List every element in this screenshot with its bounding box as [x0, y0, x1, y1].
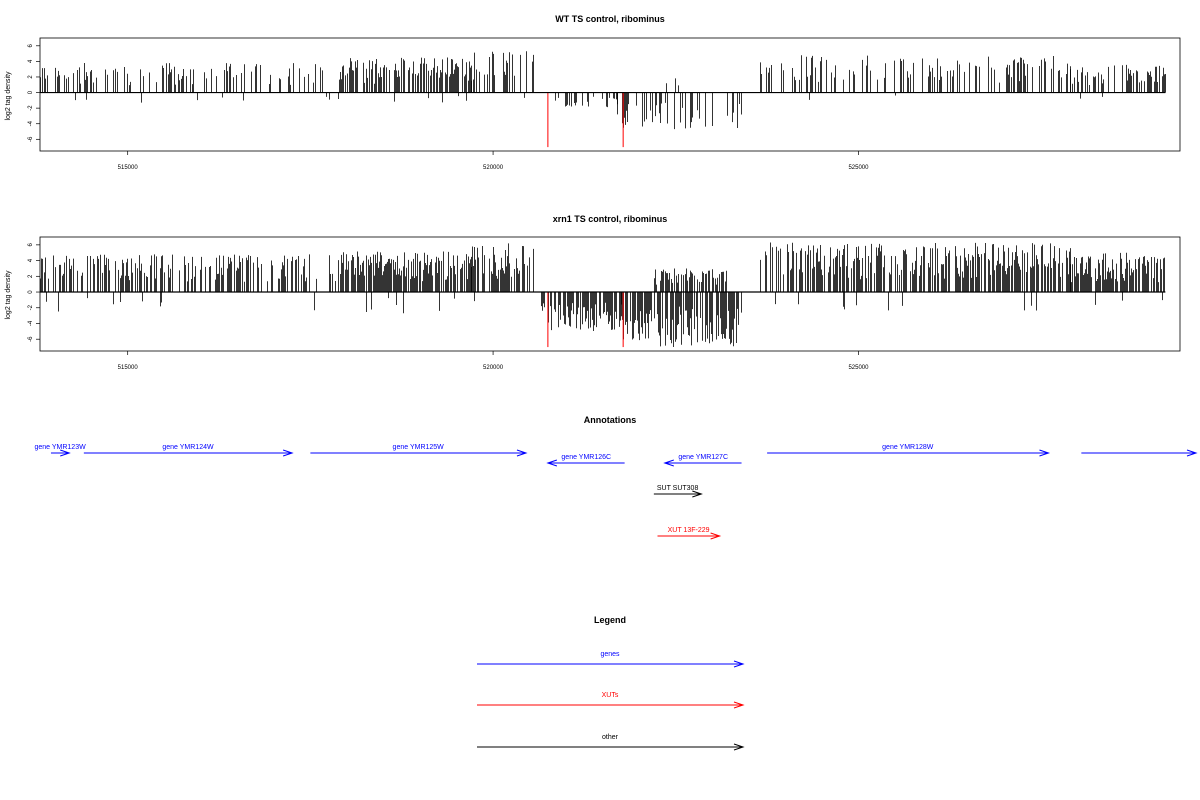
gene-feature-arrow	[663, 459, 742, 467]
gene-feature-arrow	[310, 449, 528, 457]
gene-feature-arrow	[1081, 449, 1198, 457]
legend-label: other	[602, 734, 619, 741]
wt-y-tick-label: -4	[28, 120, 34, 126]
xrn1-y-tick-label: 4	[28, 258, 34, 262]
gene-feature-arrow	[546, 459, 625, 467]
wt-y-tick-label: -6	[28, 136, 34, 142]
xrn1-y-tick-label: -2	[28, 304, 34, 310]
xrn1-x-tick-label: 515000	[118, 365, 139, 371]
gene-feature-arrow	[50, 449, 71, 457]
wt-bars-group	[40, 51, 1166, 148]
feature-label: SUT SUT308	[657, 485, 699, 492]
feature-label: gene YMR126C	[561, 454, 611, 461]
feature-label: gene YMR128W	[882, 444, 934, 451]
wt-y-axis-label: log2 tag density	[5, 71, 12, 121]
wt-y-tick-label: 0	[28, 90, 34, 94]
wt-y-tick-label: 2	[28, 75, 34, 79]
annotations-title: Annotations	[584, 415, 637, 425]
feature-label: XUT 13F-229	[668, 527, 710, 534]
xut-feature-arrow	[657, 532, 722, 540]
feature-label: gene YMR124W	[162, 444, 214, 451]
xrn1-y-tick-label: -6	[28, 336, 34, 342]
wt-y-tick-label: 6	[28, 43, 34, 47]
legend-title: Legend	[594, 615, 626, 625]
xrn1-y-tick-label: 2	[28, 274, 34, 278]
legend-gene-arrow	[477, 660, 745, 668]
feature-label: gene YMR123W	[34, 444, 86, 451]
feature-label: gene YMR125W	[393, 444, 445, 451]
xrn1-coverage-panel: xrn1 TS control, ribominus log2 tag dens…	[5, 214, 1181, 371]
legend-other-arrow	[477, 743, 745, 751]
gene-feature-arrow	[83, 449, 294, 457]
xrn1-panel-title: xrn1 TS control, ribominus	[553, 214, 668, 224]
xrn1-bars-group	[40, 242, 1166, 348]
xrn1-y-axis-label: log2 tag density	[5, 270, 12, 320]
legend-label: XUTs	[602, 692, 619, 699]
legend-xut-arrow	[477, 701, 745, 709]
xrn1-y-tick-label: 0	[28, 290, 34, 294]
wt-panel-title: WT TS control, ribominus	[555, 14, 665, 24]
xrn1-x-tick-label: 525000	[848, 365, 869, 371]
xrn1-y-tick-label: -4	[28, 320, 34, 326]
wt-x-tick-label: 525000	[848, 165, 869, 171]
wt-y-ticks: 6 4 2 0 -2 -4 -6	[28, 43, 40, 142]
legend-label: genes	[600, 651, 620, 658]
xrn1-x-tick-label: 520000	[483, 365, 504, 371]
gene-feature-arrow	[767, 449, 1051, 457]
xrn1-x-ticks: 515000 520000 525000	[118, 351, 869, 371]
feature-label: gene YMR127C	[678, 454, 728, 461]
sut-feature-arrow	[653, 490, 703, 498]
wt-coverage-panel: WT TS control, ribominus log2 tag densit…	[5, 14, 1181, 171]
xrn1-y-tick-label: 6	[28, 243, 34, 247]
xrn1-plot-frame	[39, 236, 1181, 352]
annotation-track: Annotations gene YMR123W gene YMR124W gene…	[34, 415, 1198, 540]
wt-y-tick-label: -2	[28, 105, 34, 111]
legend: Legend genes XUTs other	[477, 615, 745, 751]
annotation-features: gene YMR123W gene YMR124W gene YMR125W gene…	[34, 444, 1198, 540]
wt-plot-frame	[39, 37, 1181, 152]
xrn1-y-ticks: 6 4 2 0 -2 -4 -6	[28, 243, 40, 342]
wt-y-tick-label: 4	[28, 59, 34, 63]
wt-x-tick-label: 515000	[118, 165, 139, 171]
wt-x-ticks: 515000 520000 525000	[118, 151, 869, 171]
wt-x-tick-label: 520000	[483, 165, 504, 171]
legend-items: genes XUTs other	[477, 651, 745, 751]
